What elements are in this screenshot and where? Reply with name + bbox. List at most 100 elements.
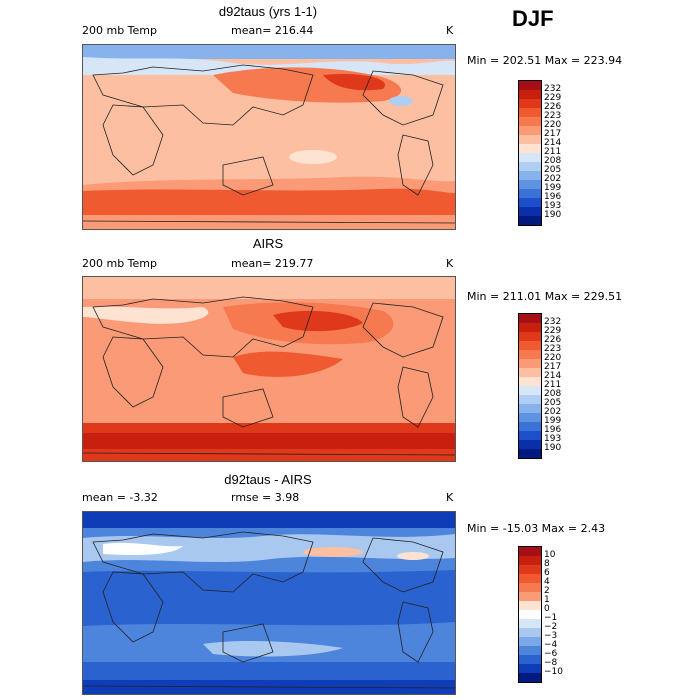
- colorbar-cell: [519, 135, 541, 144]
- panel2-arctic-band: [83, 277, 455, 299]
- panel3-minmax-label: Min = -15.03 Max = 2.43: [467, 522, 606, 535]
- panel2-southern-hot-band: [83, 433, 455, 449]
- colorbar-tick-label: −10: [544, 666, 563, 677]
- panel2-map: [82, 276, 456, 462]
- colorbar-cell: [519, 673, 541, 682]
- colorbar-cell: [519, 189, 541, 198]
- colorbar-cell: [519, 99, 541, 108]
- colorbar-cell: [519, 90, 541, 99]
- colorbar-tick-label: −6: [544, 648, 558, 659]
- panel1-colorbar: [518, 80, 542, 226]
- colorbar-tick-label: 8: [544, 558, 550, 569]
- panel1-mean-label: mean= 216.44: [231, 24, 314, 37]
- colorbar-tick-label: 6: [544, 567, 550, 578]
- panel1-tropical-light-area: [289, 150, 337, 164]
- colorbar-cell: [519, 359, 541, 368]
- colorbar-tick-label: 232: [544, 83, 562, 94]
- colorbar-cell: [519, 440, 541, 449]
- colorbar-cell: [519, 198, 541, 207]
- colorbar-tick-label: 229: [544, 325, 562, 336]
- colorbar-tick-label: 220: [544, 119, 562, 130]
- colorbar-cell: [519, 171, 541, 180]
- panel3-unit-label: K: [446, 491, 454, 504]
- colorbar-cell: [519, 323, 541, 332]
- season-title: DJF: [512, 6, 554, 31]
- panel2-mean-label: mean= 219.77: [231, 257, 314, 270]
- colorbar-tick-label: −4: [544, 639, 558, 650]
- panel2-antarctic-band: [83, 449, 455, 461]
- colorbar-cell: [519, 556, 541, 565]
- colorbar-tick-label: −8: [544, 657, 558, 668]
- colorbar-cell: [519, 153, 541, 162]
- colorbar-tick-label: 217: [544, 128, 562, 139]
- colorbar-tick-label: 217: [544, 361, 562, 372]
- colorbar-tick-label: 208: [544, 388, 562, 399]
- colorbar-tick-label: 214: [544, 137, 562, 148]
- colorbar-cell: [519, 341, 541, 350]
- panel3-arctic-dark-band: [83, 512, 455, 528]
- colorbar-cell: [519, 81, 541, 90]
- panel3-tropical-negative-band: [83, 570, 455, 626]
- colorbar-cell: [519, 216, 541, 225]
- panel3-map-svg: [83, 512, 455, 694]
- panel3-mean-label: mean = -3.32: [82, 491, 158, 504]
- panel3-southern-band: [83, 662, 455, 680]
- colorbar-cell: [519, 610, 541, 619]
- colorbar-cell: [519, 162, 541, 171]
- panel1-unit-label: K: [446, 24, 454, 37]
- panel2-title: AIRS: [252, 236, 284, 251]
- panel2-colorbar: [518, 313, 542, 459]
- panel2-map-svg: [83, 277, 455, 461]
- colorbar-tick-label: 190: [544, 209, 562, 220]
- colorbar-cell: [519, 126, 541, 135]
- colorbar-cell: [519, 583, 541, 592]
- colorbar-tick-label: 1: [544, 594, 550, 605]
- colorbar-tick-label: 214: [544, 370, 562, 381]
- colorbar-cell: [519, 180, 541, 189]
- panel3-positive-anomaly-north: [303, 547, 363, 557]
- panel1-title: d92taus (yrs 1-1): [218, 4, 318, 19]
- colorbar-tick-label: 193: [544, 200, 562, 211]
- panel3-rmse-label: rmse = 3.98: [231, 491, 300, 504]
- colorbar-tick-label: 202: [544, 406, 562, 417]
- colorbar-tick-label: 10: [544, 549, 556, 560]
- panel1-jet-core: [323, 73, 385, 91]
- colorbar-tick-label: 4: [544, 576, 550, 587]
- colorbar-tick-label: 199: [544, 415, 562, 426]
- colorbar-cell: [519, 601, 541, 610]
- panel1-map: [82, 44, 456, 230]
- panel3-title: d92taus - AIRS: [224, 472, 312, 487]
- colorbar-cell: [519, 413, 541, 422]
- colorbar-cell: [519, 368, 541, 377]
- colorbar-tick-label: −2: [544, 621, 558, 632]
- panel2-minmax-label: Min = 211.01 Max = 229.51: [467, 290, 623, 303]
- colorbar-tick-label: 226: [544, 334, 562, 345]
- colorbar-tick-label: 223: [544, 343, 562, 354]
- colorbar-cell: [519, 628, 541, 637]
- colorbar-tick-label: 190: [544, 442, 562, 453]
- colorbar-cell: [519, 547, 541, 556]
- colorbar-cell: [519, 664, 541, 673]
- colorbar-cell: [519, 404, 541, 413]
- panel1-southern-warm-band: [83, 188, 455, 215]
- panel2-southern-warm-band: [83, 423, 455, 433]
- colorbar-cell: [519, 449, 541, 458]
- panel3-northern-light-band: [83, 534, 455, 562]
- colorbar-tick-label: 211: [544, 379, 562, 390]
- colorbar-tick-label: 229: [544, 92, 562, 103]
- colorbar-tick-label: 220: [544, 352, 562, 363]
- panel1-map-svg: [83, 45, 455, 229]
- panel3-southern-light-region: [203, 641, 343, 657]
- colorbar-cell: [519, 332, 541, 341]
- colorbar-cell: [519, 117, 541, 126]
- colorbar-tick-label: 226: [544, 101, 562, 112]
- panel3-map: [82, 511, 456, 695]
- colorbar-cell: [519, 637, 541, 646]
- colorbar-cell: [519, 655, 541, 664]
- colorbar-tick-label: 202: [544, 173, 562, 184]
- panel2-unit-label: K: [446, 257, 454, 270]
- panel1-arctic-cold-band: [83, 45, 455, 59]
- panel1-variable-label: 200 mb Temp: [82, 24, 158, 37]
- panel3-positive-anomaly-east: [397, 552, 429, 560]
- colorbar-cell: [519, 314, 541, 323]
